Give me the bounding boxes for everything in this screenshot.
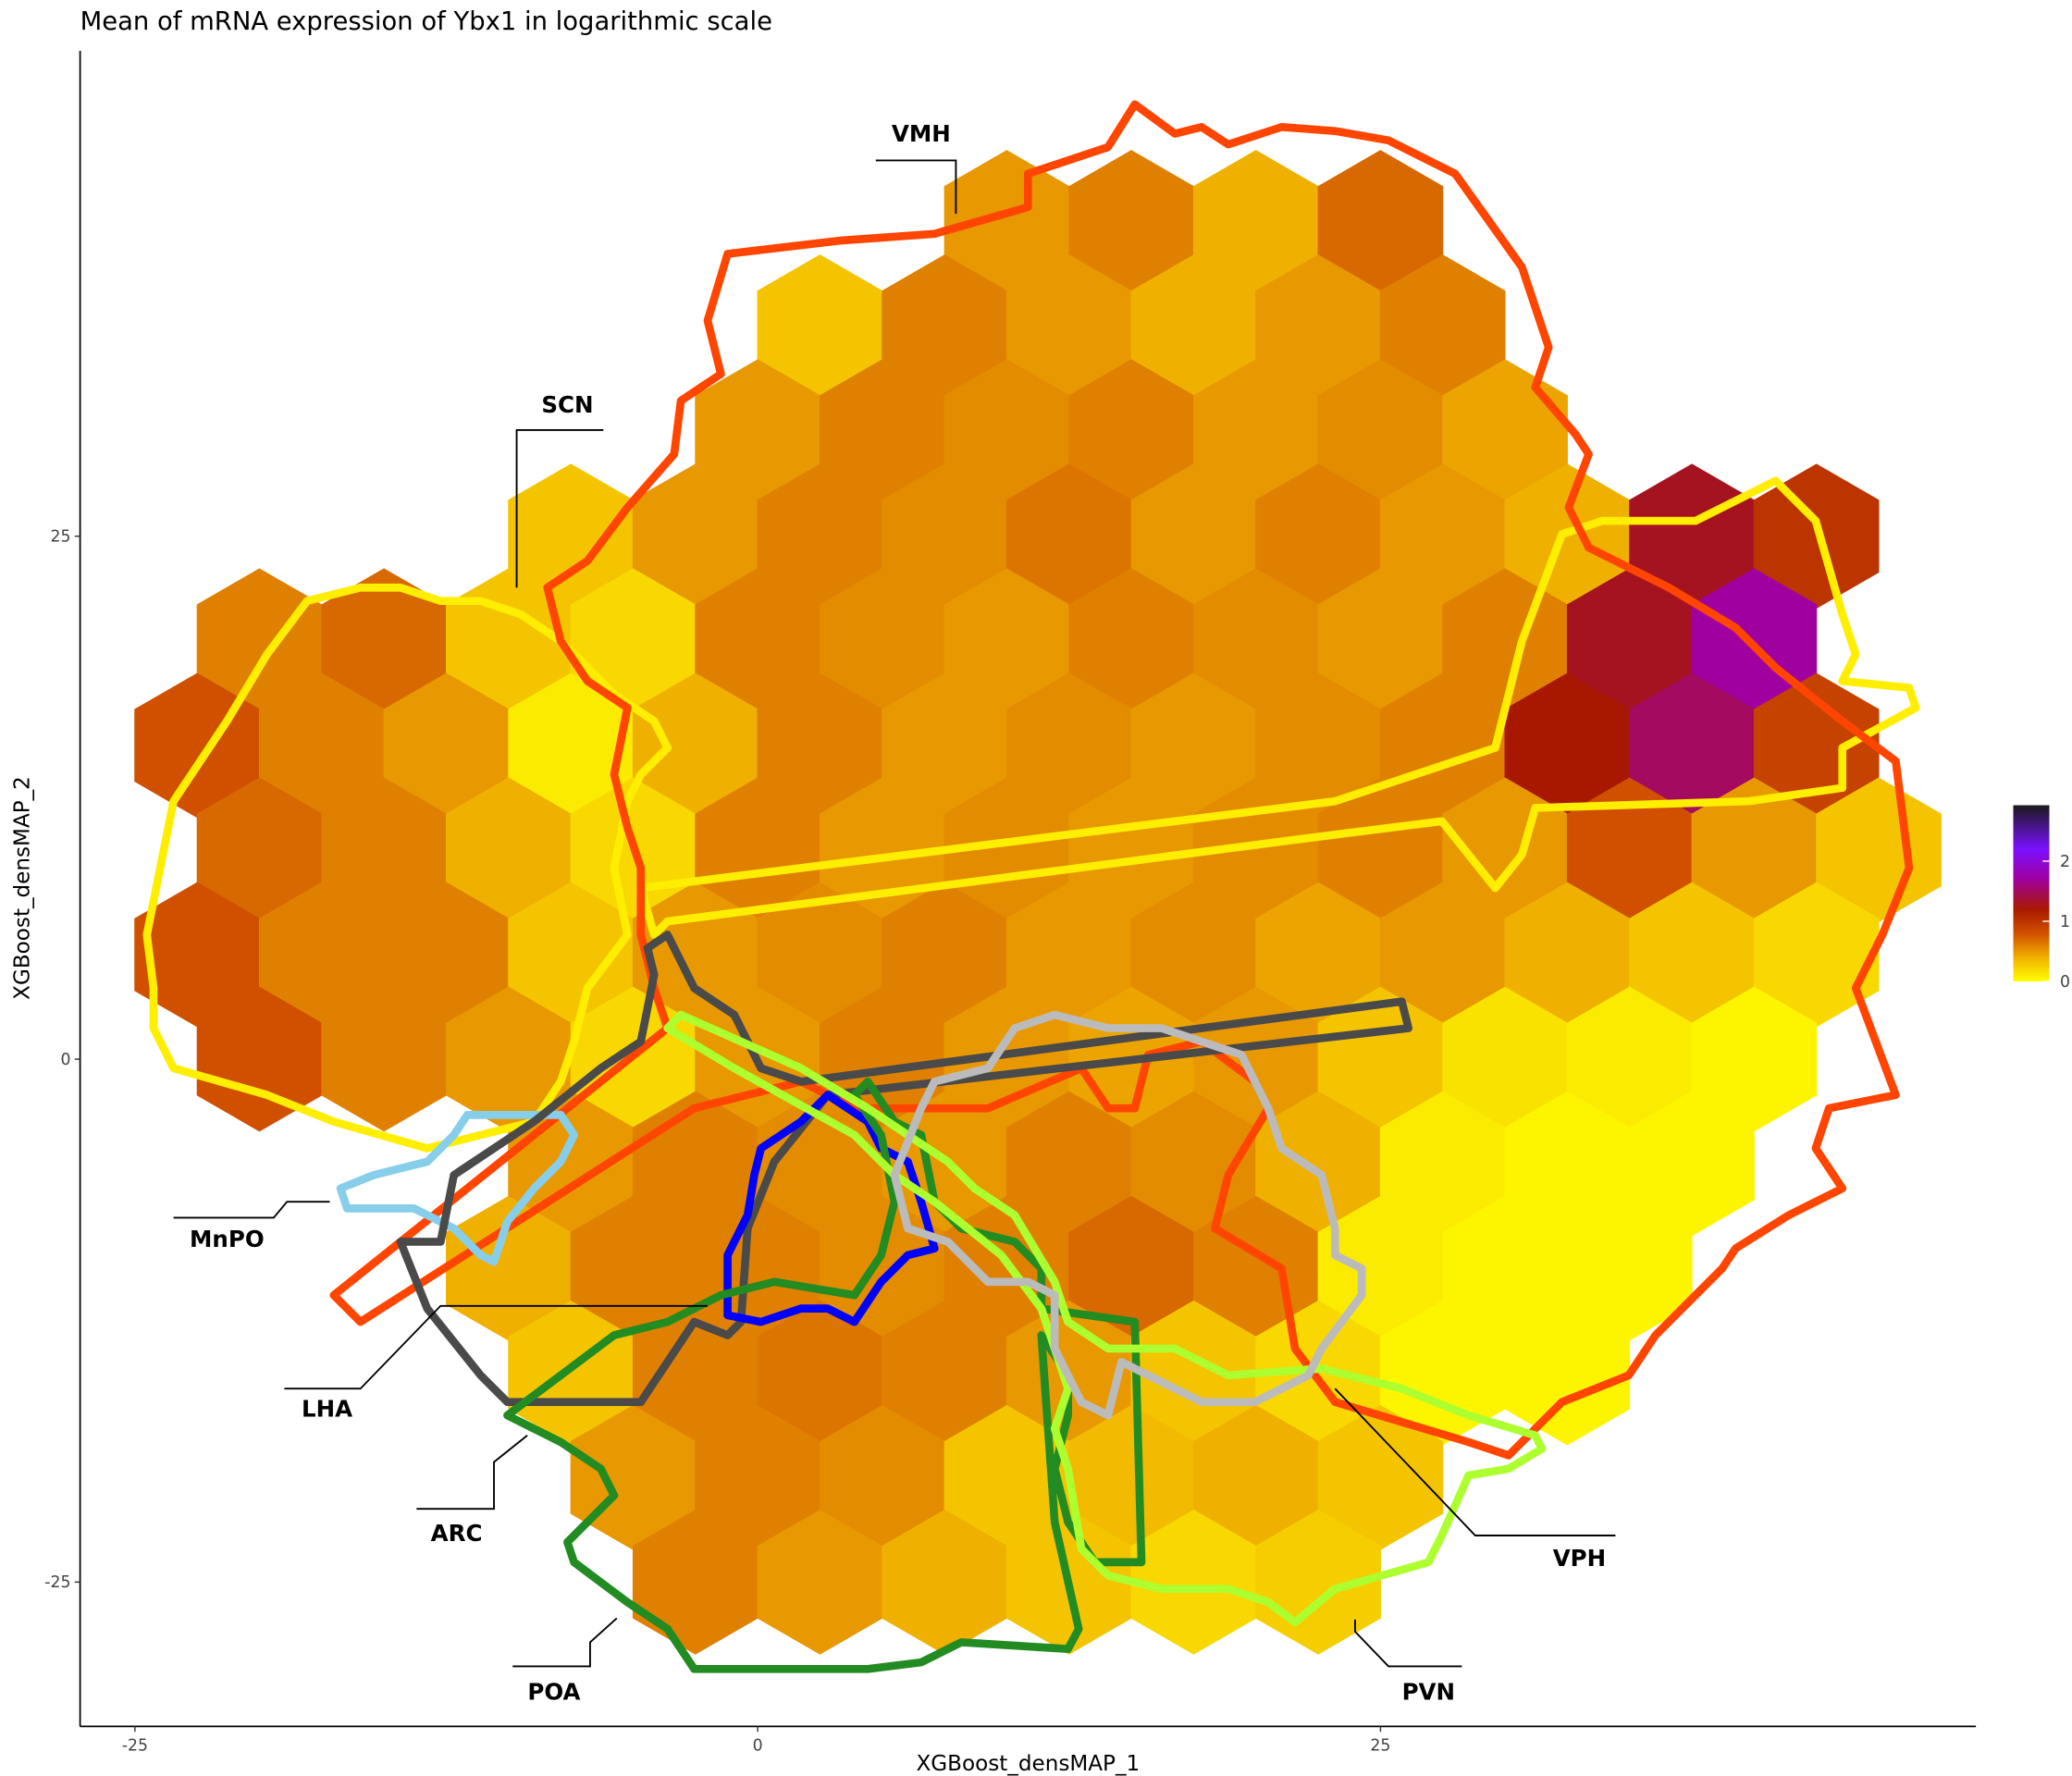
colorbar bbox=[2013, 805, 2050, 982]
leader-line bbox=[173, 1201, 330, 1219]
hexbin-layer bbox=[134, 150, 1942, 1655]
y-tick-label: 0 bbox=[60, 1051, 70, 1069]
region-label: PVN bbox=[1402, 1679, 1455, 1706]
region-label: VPH bbox=[1553, 1545, 1606, 1572]
colorbar-tick-label: 2 bbox=[2060, 853, 2070, 871]
leader-line bbox=[416, 1435, 528, 1511]
poa-outline bbox=[503, 1077, 1146, 1673]
y-tick-label: -25 bbox=[44, 1573, 70, 1592]
region-label: POA bbox=[527, 1679, 580, 1706]
pvn-outline bbox=[663, 1010, 1547, 1627]
vph-outline bbox=[890, 1010, 1366, 1420]
x-tick-label: 0 bbox=[753, 1736, 763, 1755]
leader-line bbox=[515, 429, 604, 588]
region-outlines bbox=[142, 100, 1920, 1673]
leader-line bbox=[875, 159, 957, 215]
region-label: LHA bbox=[302, 1396, 352, 1423]
region-labels: VMH SCN MnPO LHA ARC POA PVN VPH bbox=[173, 120, 1616, 1706]
lha-outline bbox=[396, 931, 1413, 1406]
arc-outline bbox=[723, 1091, 939, 1326]
leader-line bbox=[512, 1617, 618, 1668]
vmh-outline bbox=[329, 100, 1914, 1460]
region-label: MnPO bbox=[190, 1226, 265, 1252]
region-label: SCN bbox=[541, 391, 593, 418]
mnpo-outline bbox=[336, 1111, 578, 1266]
colorbar-tick-label: 0 bbox=[2060, 973, 2070, 992]
region-label: VMH bbox=[892, 120, 951, 147]
chart-title: Mean of mRNA expression of Ybx1 in logar… bbox=[80, 7, 772, 36]
leader-line bbox=[1334, 1388, 1616, 1536]
scn-outline bbox=[142, 583, 672, 1153]
region-label: ARC bbox=[431, 1520, 483, 1547]
y-axis-title: XGBoost_densMAP_2 bbox=[11, 776, 35, 1000]
hex-bin bbox=[1504, 1300, 1631, 1446]
band-outline bbox=[636, 476, 1920, 939]
leader-line bbox=[1354, 1619, 1462, 1668]
x-tick-label: -25 bbox=[122, 1736, 148, 1755]
x-axis-title: XGBoost_densMAP_1 bbox=[916, 1752, 1140, 1776]
leader-line bbox=[284, 1304, 708, 1390]
x-tick-label: 25 bbox=[1370, 1736, 1390, 1755]
y-tick-label: 25 bbox=[50, 527, 70, 546]
colorbar-tick-label: 1 bbox=[2060, 913, 2070, 931]
